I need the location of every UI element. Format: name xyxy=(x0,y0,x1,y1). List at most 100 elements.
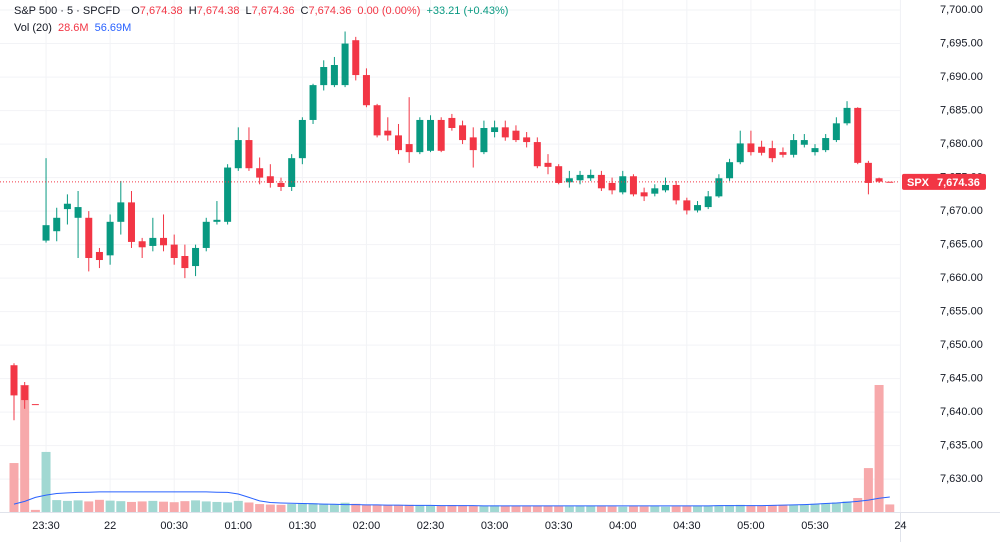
volume-bar xyxy=(393,505,403,512)
candle-body xyxy=(245,140,253,169)
candle-body xyxy=(138,241,146,248)
volume-bar xyxy=(596,506,606,512)
volume-value: 28.6M xyxy=(57,22,89,34)
candle-body xyxy=(640,192,648,197)
candle-body xyxy=(298,119,306,159)
candle-body xyxy=(224,167,232,222)
volume-bar xyxy=(767,505,777,512)
volume-bar xyxy=(52,500,62,512)
candle-body xyxy=(597,174,605,189)
y-tick-label: 7,630.00 xyxy=(940,473,983,485)
candle-body xyxy=(576,174,584,181)
volume-bar xyxy=(458,505,468,512)
volume-bar xyxy=(137,501,147,512)
volume-bar xyxy=(532,505,542,512)
volume-bar xyxy=(660,506,670,512)
last-price-label: 7,674.36 xyxy=(937,177,980,189)
candle-body xyxy=(875,178,883,182)
candle-body xyxy=(181,256,189,269)
x-tick-label: 03:00 xyxy=(481,520,509,532)
x-tick-label: 00:30 xyxy=(160,520,188,532)
volume-bar xyxy=(223,502,233,512)
volume-ma-line xyxy=(13,491,890,507)
volume-bar xyxy=(276,504,286,512)
candle-body xyxy=(85,217,93,259)
candle-body xyxy=(758,146,766,153)
x-tick-label: 01:30 xyxy=(289,520,317,532)
y-tick-label: 7,640.00 xyxy=(940,406,983,418)
candle-body xyxy=(234,140,242,169)
candle-body xyxy=(832,123,840,141)
last-price-name: SPX xyxy=(907,177,930,189)
volume-bar xyxy=(20,384,30,512)
volume-bar xyxy=(757,505,767,512)
volume-bar xyxy=(490,505,500,512)
candle-body xyxy=(384,130,392,136)
volume-bar xyxy=(650,506,660,512)
candle-body xyxy=(256,168,264,178)
volume-bar xyxy=(671,506,681,512)
candle-body xyxy=(469,137,477,151)
volume-bar xyxy=(789,504,799,512)
candle-body xyxy=(202,221,210,248)
volume-bar xyxy=(863,468,873,512)
candle-body xyxy=(790,140,798,155)
candle-body xyxy=(886,181,894,183)
volume-bar xyxy=(799,504,809,512)
candle-body xyxy=(768,148,776,159)
candle-body xyxy=(266,176,274,183)
volume-bar xyxy=(287,504,297,512)
candle-body xyxy=(127,202,135,242)
candle-body xyxy=(715,178,723,197)
candle-body xyxy=(672,184,680,201)
y-tick-label: 7,690.00 xyxy=(940,71,983,83)
candle-body xyxy=(864,162,872,183)
volume-bar xyxy=(329,504,339,512)
volume-bar xyxy=(255,504,265,512)
volume-bar xyxy=(180,501,190,512)
candle-body xyxy=(63,203,71,210)
candle-body xyxy=(277,182,285,187)
candle-body xyxy=(117,202,125,222)
candle-body xyxy=(74,207,82,218)
volume-bar xyxy=(297,503,307,512)
field-value: 7,674.36 xyxy=(251,5,295,17)
volume-bar xyxy=(436,505,446,512)
candle-body xyxy=(565,178,573,183)
y-tick-label: 7,685.00 xyxy=(940,104,983,116)
volume-bar xyxy=(9,463,19,512)
volume-bar xyxy=(73,500,83,512)
candle-body xyxy=(533,142,541,167)
field-value: 7,674.36 xyxy=(308,5,352,17)
volume-bar xyxy=(874,384,884,512)
candle-body xyxy=(21,385,29,401)
candle-body xyxy=(512,130,520,141)
candle-body xyxy=(726,162,734,179)
volume-legend: Vol (20) 28.6M 56.69M xyxy=(14,22,134,34)
candle-body xyxy=(736,143,744,163)
candle-body xyxy=(555,166,563,183)
volume-bar xyxy=(810,503,820,512)
candle-body xyxy=(661,184,669,191)
volume-bar xyxy=(468,505,478,512)
x-tick-label: 23:30 xyxy=(32,520,60,532)
volume-bar xyxy=(233,500,243,512)
candle-body xyxy=(651,188,659,194)
volume-bar xyxy=(821,503,831,512)
field-label: O xyxy=(131,5,140,17)
candle-body xyxy=(448,117,456,128)
volume-bar xyxy=(265,504,275,512)
x-tick-label: 04:00 xyxy=(609,520,637,532)
volume-bar xyxy=(212,501,222,512)
volume-bar xyxy=(853,497,863,512)
volume-bar xyxy=(383,505,393,512)
volume-bar xyxy=(500,505,510,512)
volume-bar xyxy=(639,506,649,512)
candle-body xyxy=(320,67,328,86)
volume-bar xyxy=(607,506,617,512)
x-tick-label: 03:30 xyxy=(545,520,573,532)
volume-bar xyxy=(94,499,104,512)
candle-body xyxy=(192,247,200,267)
symbol: S&P 500 · 5 · SPCFD xyxy=(14,5,121,17)
candle-body xyxy=(42,225,50,241)
